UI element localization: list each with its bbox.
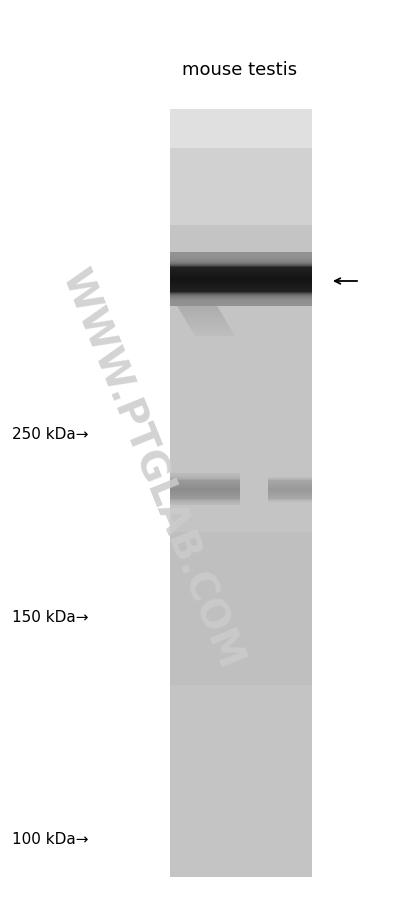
Text: 150 kDa→: 150 kDa→ bbox=[12, 610, 88, 625]
Text: mouse testis: mouse testis bbox=[182, 61, 298, 78]
Text: 100 kDa→: 100 kDa→ bbox=[12, 832, 88, 847]
Text: 250 kDa→: 250 kDa→ bbox=[12, 427, 88, 442]
Text: WWW.PTGLAB.COM: WWW.PTGLAB.COM bbox=[54, 264, 250, 674]
